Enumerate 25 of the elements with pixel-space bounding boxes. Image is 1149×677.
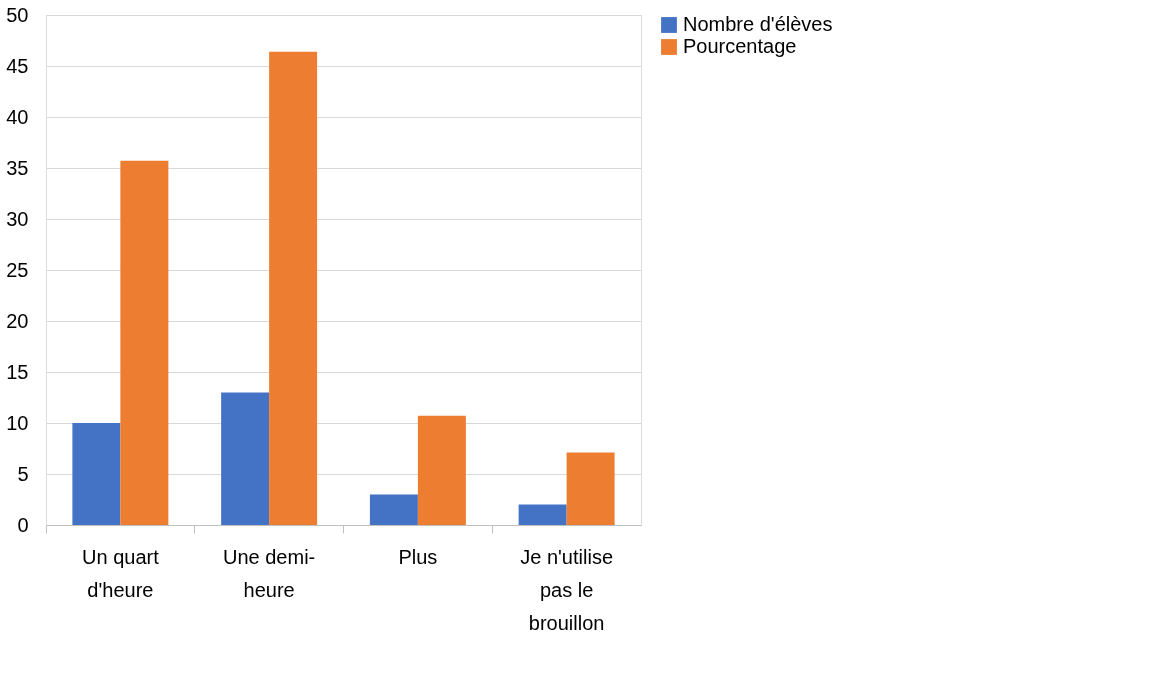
legend-label: Nombre d'élèves (683, 13, 833, 35)
y-tick-label: 20 (6, 309, 29, 332)
bar (221, 392, 270, 525)
y-tick-label: 25 (6, 258, 29, 281)
y-tick-label: 15 (6, 360, 29, 383)
y-tick-label: 5 (17, 462, 29, 485)
x-tick-label: Une demi-heure (222, 545, 316, 601)
legend-label: Pourcentage (683, 35, 797, 57)
y-tick-label: 0 (17, 513, 29, 536)
x-tick-label: Je n'utilise pas le brouillon (520, 545, 614, 634)
bar (369, 494, 418, 525)
bar (72, 423, 121, 525)
bar (518, 504, 567, 525)
x-tick-label: Plus (398, 545, 438, 568)
y-tick-label: 10 (6, 411, 29, 434)
y-tick-label: 45 (6, 54, 29, 77)
x-tick-label: Un quart d'heure (82, 545, 160, 601)
bar (269, 51, 318, 525)
bar (566, 452, 615, 525)
y-tick-label: 50 (6, 3, 29, 26)
bar (120, 160, 169, 525)
y-tick-label: 40 (6, 105, 29, 128)
y-tick-label: 35 (6, 156, 29, 179)
bar (417, 415, 466, 525)
y-tick-label: 30 (6, 207, 29, 230)
